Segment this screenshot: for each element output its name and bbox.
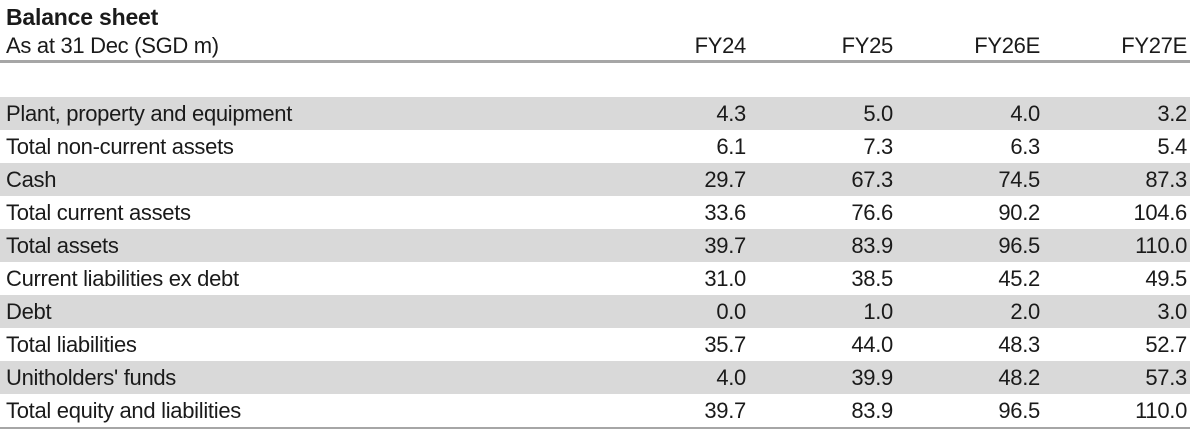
cell-value: 35.7 — [704, 331, 746, 357]
table-row: Current liabilities ex debt 31.0 38.5 45… — [0, 262, 1190, 295]
cell-value: 52.7 — [1145, 331, 1187, 357]
table-row: Total assets 39.7 83.9 96.5 110.0 — [0, 229, 1190, 262]
cell-value: 49.5 — [1145, 265, 1187, 291]
cell-value: 87.3 — [1145, 166, 1187, 192]
cell-value: 5.0 — [863, 100, 893, 126]
cell-value: 48.2 — [998, 364, 1040, 390]
table-row: Cash 29.7 67.3 74.5 87.3 — [0, 163, 1190, 196]
cell-value: 7.3 — [863, 133, 893, 159]
cell-value: 96.5 — [998, 397, 1040, 423]
cell-value: 3.2 — [1157, 100, 1187, 126]
cell-value: 6.1 — [716, 133, 746, 159]
table-row: Unitholders' funds 4.0 39.9 48.2 57.3 — [0, 361, 1190, 394]
cell-value: 67.3 — [851, 166, 893, 192]
cell-value: 76.6 — [851, 199, 893, 225]
cell-value: 83.9 — [851, 397, 893, 423]
table-row: Total liabilities 35.7 44.0 48.3 52.7 — [0, 328, 1190, 361]
table-row: Debt 0.0 1.0 2.0 3.0 — [0, 295, 1190, 328]
cell-value: 44.0 — [851, 331, 893, 357]
cell-value: 74.5 — [998, 166, 1040, 192]
cell-value: 110.0 — [1135, 232, 1187, 258]
table-row: Total non-current assets 6.1 7.3 6.3 5.4 — [0, 130, 1190, 163]
cell-value: 110.0 — [1135, 397, 1187, 423]
cell-value: 0.0 — [716, 298, 746, 324]
cell-value: 2.0 — [1010, 298, 1040, 324]
cell-value: 38.5 — [851, 265, 893, 291]
row-label: Total non-current assets — [6, 133, 234, 159]
cell-value: 39.7 — [704, 397, 746, 423]
row-label: Current liabilities ex debt — [6, 265, 239, 291]
table-row: Plant, property and equipment 4.3 5.0 4.… — [0, 97, 1190, 130]
cell-value: 4.0 — [716, 364, 746, 390]
cell-value: 57.3 — [1145, 364, 1187, 390]
row-label: Total equity and liabilities — [6, 397, 241, 423]
cell-value: 29.7 — [704, 166, 746, 192]
cell-value: 1.0 — [863, 298, 893, 324]
cell-value: 39.9 — [851, 364, 893, 390]
column-header-fy26e: FY26E — [974, 33, 1040, 58]
cell-value: 6.3 — [1010, 133, 1040, 159]
header-subtitle: As at 31 Dec (SGD m) — [6, 33, 219, 58]
cell-value: 90.2 — [998, 199, 1040, 225]
cell-value: 48.3 — [998, 331, 1040, 357]
column-header-fy25: FY25 — [841, 33, 894, 58]
cell-value: 4.3 — [716, 100, 746, 126]
row-label: Unitholders' funds — [6, 364, 177, 390]
spacer-row — [0, 63, 1190, 97]
cell-value: 31.0 — [704, 265, 746, 291]
row-label: Plant, property and equipment — [6, 100, 293, 126]
cell-value: 83.9 — [851, 232, 893, 258]
cell-value: 5.4 — [1157, 133, 1187, 159]
row-label: Total liabilities — [6, 331, 137, 357]
row-label: Cash — [6, 166, 57, 192]
column-header-fy24: FY24 — [694, 33, 747, 58]
column-header-fy27e: FY27E — [1121, 33, 1187, 58]
cell-value: 96.5 — [998, 232, 1040, 258]
table-row: Total equity and liabilities 39.7 83.9 9… — [0, 394, 1190, 429]
balance-sheet-table: Balance sheet As at 31 Dec (SGD m) FY24 … — [0, 2, 1190, 429]
row-label: Debt — [6, 298, 52, 324]
cell-value: 39.7 — [704, 232, 746, 258]
cell-value: 104.6 — [1133, 199, 1187, 225]
table-title: Balance sheet — [6, 4, 159, 30]
table-header-row: As at 31 Dec (SGD m) FY24 FY25 FY26E FY2… — [0, 32, 1190, 63]
row-label: Total assets — [6, 232, 119, 258]
cell-value: 3.0 — [1157, 298, 1187, 324]
cell-value: 33.6 — [704, 199, 746, 225]
cell-value: 4.0 — [1010, 100, 1040, 126]
row-label: Total current assets — [6, 199, 191, 225]
cell-value: 45.2 — [998, 265, 1040, 291]
table-row: Total current assets 33.6 76.6 90.2 104.… — [0, 196, 1190, 229]
